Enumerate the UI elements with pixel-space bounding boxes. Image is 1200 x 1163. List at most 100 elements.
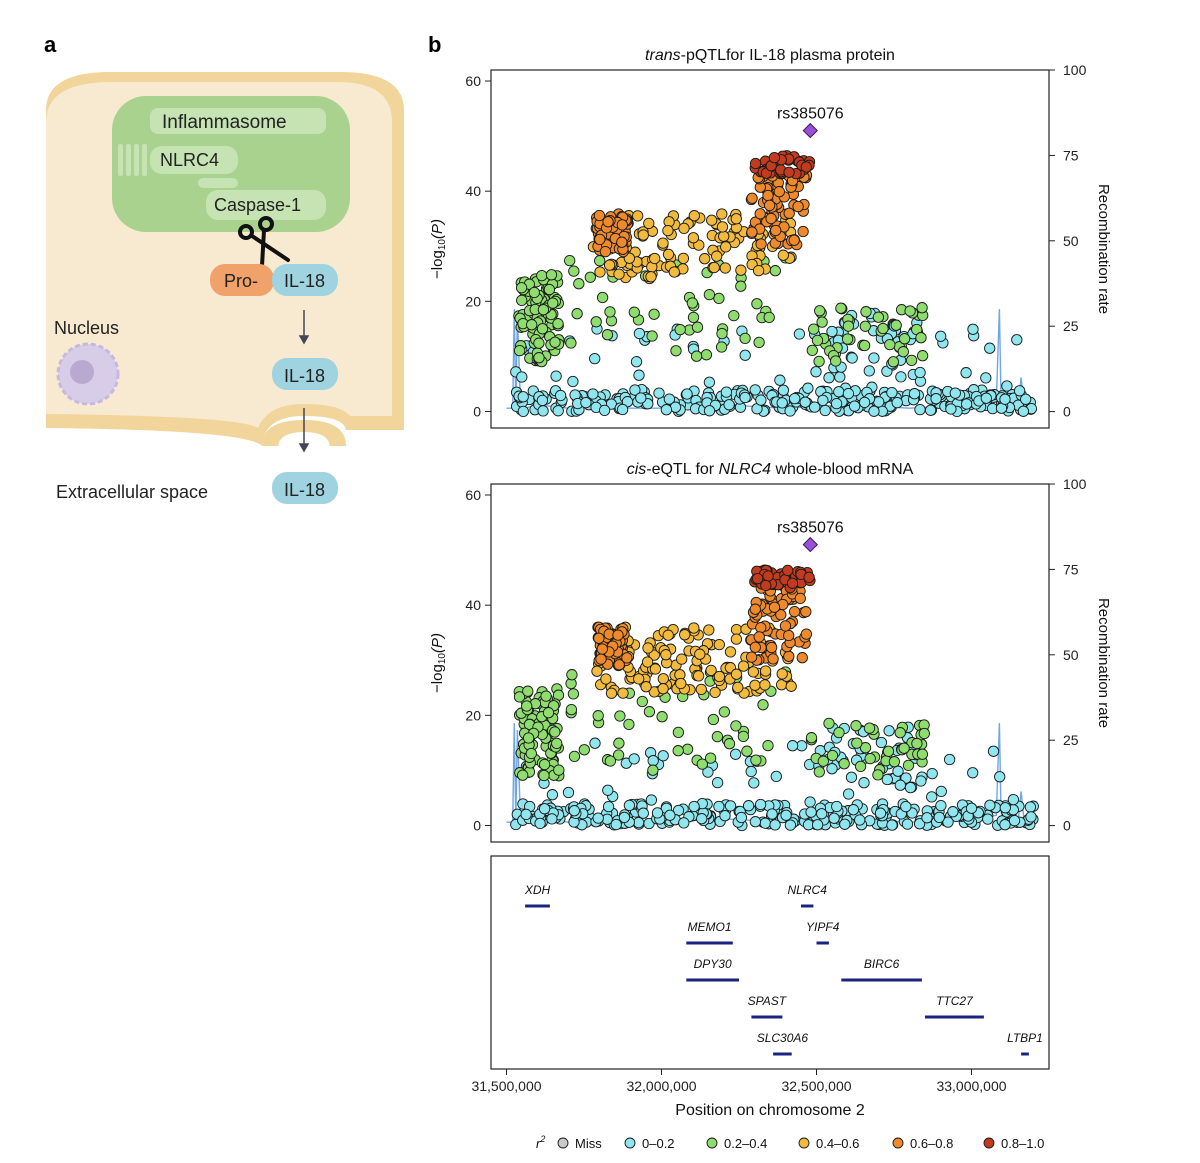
snp-point — [859, 340, 869, 350]
snp-point — [712, 251, 722, 261]
snp-point — [738, 661, 748, 671]
snp-point — [724, 400, 734, 410]
snp-point — [786, 681, 796, 691]
snp-point — [585, 272, 595, 282]
legend-title: r2 — [536, 1134, 545, 1151]
plot-title: trans-pQTLfor IL-18 plasma protein — [645, 47, 895, 64]
snp-point — [848, 805, 858, 815]
snp-point — [700, 254, 710, 264]
snp-point — [756, 239, 766, 249]
y-axis-label: −log10(P) — [429, 219, 448, 279]
snp-point — [800, 397, 810, 407]
y-tick-label: 0 — [473, 403, 481, 419]
snp-point — [985, 800, 995, 810]
snp-point — [603, 785, 613, 795]
snp-point — [903, 760, 913, 770]
snp-point — [535, 818, 545, 828]
snp-point — [551, 371, 561, 381]
snp-point — [663, 630, 673, 640]
x-tick-label: 32,500,000 — [781, 1078, 851, 1094]
snp-point — [916, 776, 926, 786]
snp-point — [1026, 812, 1036, 822]
snp-point — [753, 265, 763, 275]
snp-point — [538, 406, 548, 416]
snp-point — [537, 395, 547, 405]
snp-point — [649, 309, 659, 319]
snp-point — [775, 375, 785, 385]
y2-tick-label: 75 — [1063, 147, 1079, 163]
snp-point — [603, 217, 613, 227]
snp-point — [707, 215, 717, 225]
snp-point — [704, 625, 714, 635]
snp-point — [747, 227, 757, 237]
snp-point — [750, 604, 760, 614]
snp-point — [746, 652, 756, 662]
snp-point — [827, 764, 837, 774]
snp-point — [539, 804, 549, 814]
snp-point — [750, 158, 760, 168]
snp-point — [917, 749, 927, 759]
snp-point — [934, 812, 944, 822]
snp-point — [704, 406, 714, 416]
snp-point — [754, 337, 764, 347]
snp-point — [750, 680, 760, 690]
snp-point — [820, 405, 830, 415]
snp-point — [521, 809, 531, 819]
snp-point — [614, 660, 624, 670]
snp-point — [714, 639, 724, 649]
snp-point — [922, 813, 932, 823]
snp-point — [678, 253, 688, 263]
snp-point — [720, 811, 730, 821]
y2-tick-label: 100 — [1063, 62, 1087, 78]
snp-point — [784, 167, 794, 177]
snp-point — [804, 572, 814, 582]
snp-point — [968, 768, 978, 778]
snp-point — [597, 292, 607, 302]
snp-point — [740, 350, 750, 360]
snp-point — [546, 270, 556, 280]
panel-b-plots: trans-pQTLfor IL-18 plasma protein020406… — [429, 47, 1112, 1119]
snp-point — [859, 397, 869, 407]
snp-point — [736, 265, 746, 275]
snp-point — [801, 607, 811, 617]
snp-point — [638, 808, 648, 818]
x-tick-label: 33,000,000 — [936, 1078, 1006, 1094]
snp-point — [1000, 820, 1010, 830]
snp-point — [905, 782, 915, 792]
snp-point — [966, 803, 976, 813]
snp-point — [730, 749, 740, 759]
snp-point — [658, 674, 668, 684]
snp-point — [834, 387, 844, 397]
snp-point — [817, 317, 827, 327]
snp-point — [842, 334, 852, 344]
snp-point — [518, 392, 528, 402]
snp-point — [689, 801, 699, 811]
legend-label: 0.6–0.8 — [910, 1136, 953, 1151]
snp-point — [594, 210, 604, 220]
snp-point — [888, 357, 898, 367]
snp-point — [865, 753, 875, 763]
snp-point — [769, 602, 779, 612]
snp-point — [648, 756, 658, 766]
snp-point — [902, 819, 912, 829]
gene-label: DPY30 — [694, 957, 732, 971]
snp-point — [553, 319, 563, 329]
snp-point — [710, 687, 720, 697]
snp-point — [889, 757, 899, 767]
locus-plot-1: trans-pQTLfor IL-18 plasma protein 0 20 40 6… — [429, 47, 1112, 428]
x-tick-label: 32,000,000 — [626, 1078, 696, 1094]
snp-point — [763, 740, 773, 750]
snp-point — [936, 331, 946, 341]
snp-point — [754, 632, 764, 642]
gene-label: TTC27 — [936, 994, 974, 1008]
snp-point — [767, 809, 777, 819]
snp-point — [824, 373, 834, 383]
snp-point — [985, 343, 995, 353]
snp-point — [731, 721, 741, 731]
snp-point — [646, 795, 656, 805]
snp-point — [748, 667, 758, 677]
snp-point — [539, 770, 549, 780]
snp-point — [641, 682, 651, 692]
snp-point — [714, 293, 724, 303]
legend-label: 0.4–0.6 — [816, 1136, 859, 1151]
